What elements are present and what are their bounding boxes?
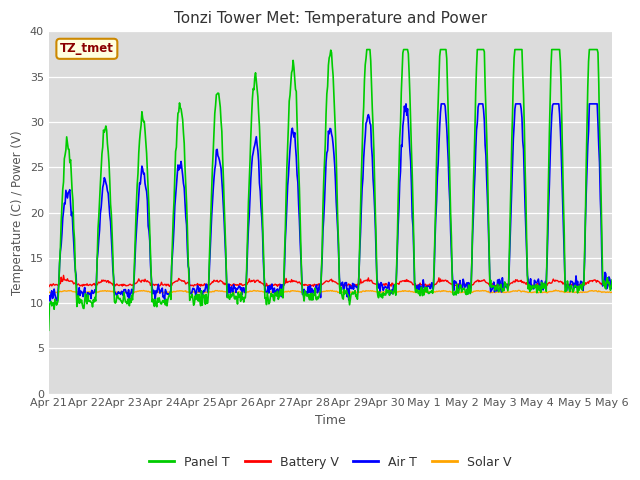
Battery V: [45, 284, 52, 290]
Air T: [45, 298, 52, 304]
Air T: [402, 101, 410, 107]
Panel T: [608, 277, 616, 283]
Air T: [400, 116, 408, 122]
Title: Tonzi Tower Met: Temperature and Power: Tonzi Tower Met: Temperature and Power: [174, 11, 487, 26]
Battery V: [171, 279, 179, 285]
Panel T: [45, 327, 52, 333]
Line: Panel T: Panel T: [49, 49, 612, 330]
Air T: [201, 289, 209, 295]
Panel T: [55, 280, 63, 286]
Air T: [608, 283, 616, 289]
Solar V: [159, 290, 167, 296]
Panel T: [113, 293, 121, 299]
Battery V: [608, 283, 616, 288]
Solar V: [552, 287, 559, 293]
Battery V: [201, 281, 209, 287]
Battery V: [55, 282, 63, 288]
Solar V: [45, 289, 52, 295]
Air T: [171, 203, 179, 209]
Solar V: [608, 289, 616, 295]
Solar V: [171, 289, 179, 295]
Text: TZ_tmet: TZ_tmet: [60, 42, 114, 55]
Legend: Panel T, Battery V, Air T, Solar V: Panel T, Battery V, Air T, Solar V: [144, 451, 517, 474]
Battery V: [416, 280, 424, 286]
Panel T: [363, 47, 371, 52]
Battery V: [114, 282, 122, 288]
Battery V: [530, 284, 538, 290]
Battery V: [60, 273, 67, 278]
X-axis label: Time: Time: [315, 414, 346, 427]
Air T: [56, 261, 63, 266]
Panel T: [200, 292, 207, 298]
Battery V: [400, 278, 408, 284]
Line: Battery V: Battery V: [49, 276, 612, 287]
Solar V: [400, 288, 408, 294]
Line: Solar V: Solar V: [49, 290, 612, 293]
Air T: [53, 298, 61, 304]
Air T: [417, 283, 425, 289]
Line: Air T: Air T: [49, 104, 612, 301]
Panel T: [400, 47, 408, 52]
Solar V: [201, 290, 209, 296]
Air T: [114, 290, 122, 296]
Solar V: [416, 288, 424, 294]
Solar V: [55, 289, 63, 295]
Panel T: [416, 293, 424, 299]
Solar V: [113, 289, 121, 295]
Y-axis label: Temperature (C) / Power (V): Temperature (C) / Power (V): [11, 130, 24, 295]
Panel T: [170, 198, 178, 204]
